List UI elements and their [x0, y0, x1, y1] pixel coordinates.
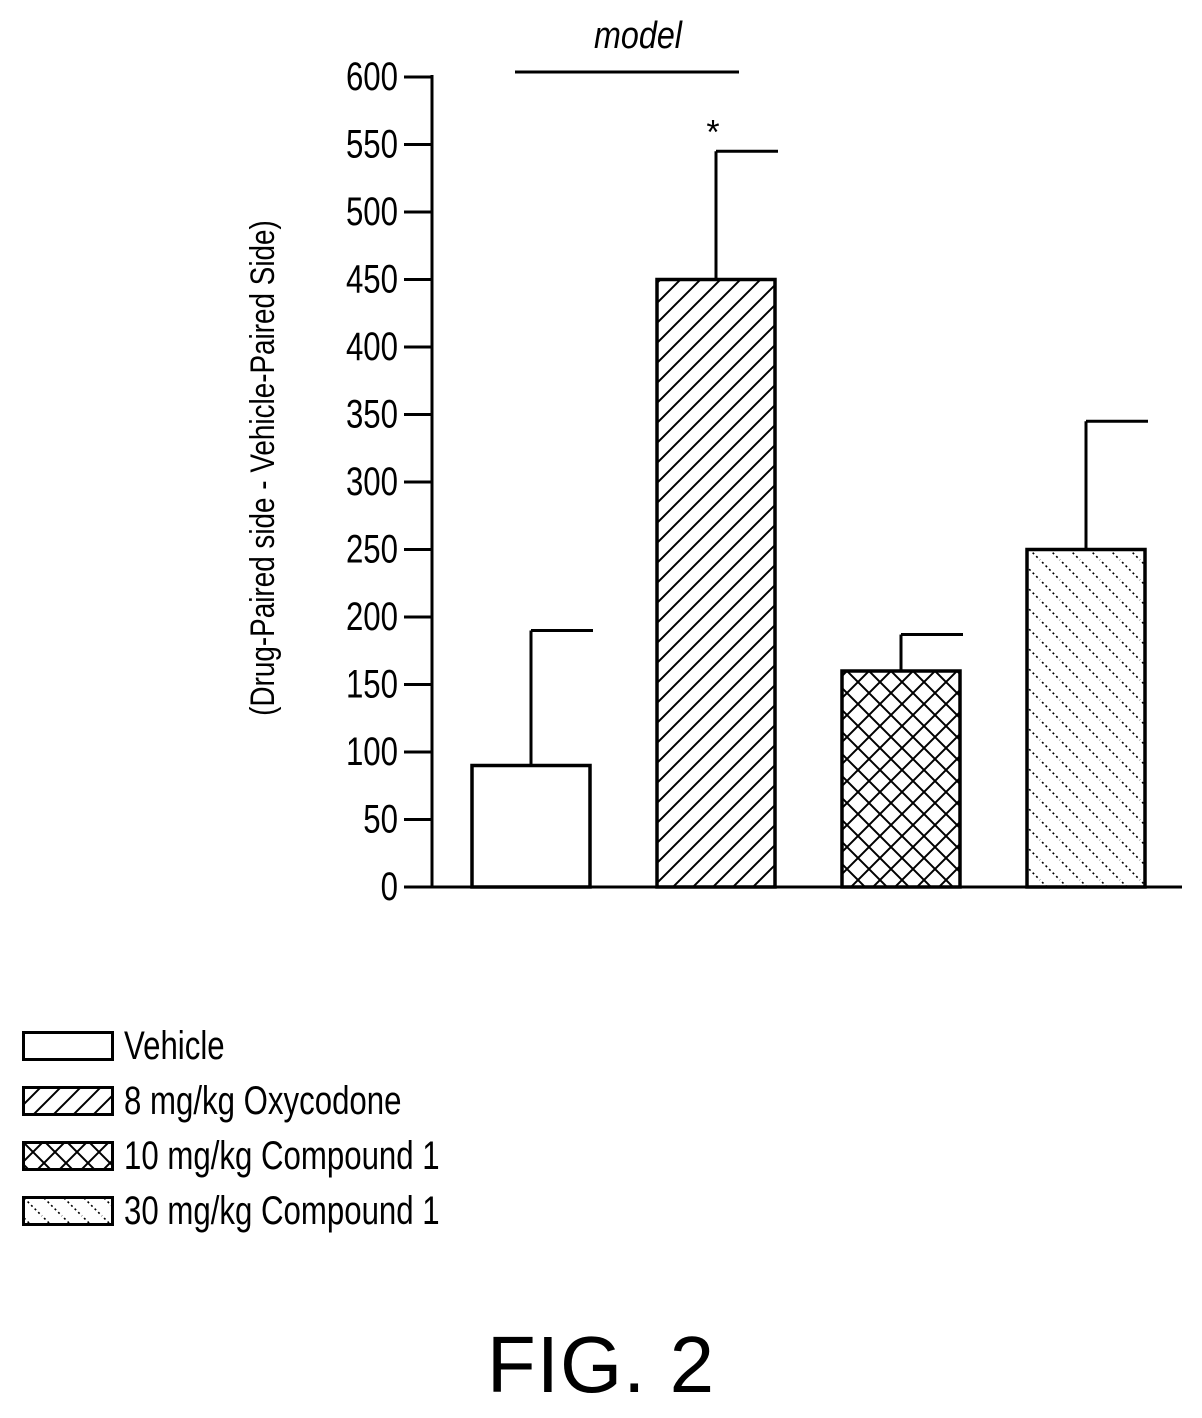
legend-swatch-compound1-10: [22, 1140, 114, 1171]
legend-label-vehicle: Vehicle: [124, 1023, 225, 1068]
bar: [840, 669, 962, 889]
legend-label-oxycodone: 8 mg/kg Oxycodone: [124, 1078, 402, 1123]
y-axis-label: (Drug-Paired side - Vehicle-Paired Side): [243, 220, 281, 716]
y-tick-label: 500: [346, 189, 398, 234]
y-tick-label: 100: [346, 729, 398, 774]
y-tick-label: 450: [346, 257, 398, 302]
bar: [1025, 547, 1147, 889]
y-tick-label: 200: [346, 594, 398, 639]
legend-item-vehicle: Vehicle: [22, 1018, 529, 1073]
legend-swatch-compound1-30: [22, 1195, 114, 1226]
legend-item-oxycodone: 8 mg/kg Oxycodone: [22, 1073, 529, 1128]
legend-item-compound1-10: 10 mg/kg Compound 1: [22, 1128, 529, 1183]
y-tick-label: 300: [346, 459, 398, 504]
legend-label-compound1-10: 10 mg/kg Compound 1: [124, 1133, 440, 1178]
figure-label: FIG. 2: [486, 1320, 716, 1409]
significance-star: *: [706, 113, 719, 151]
y-tick-label: 400: [346, 324, 398, 369]
legend-label-compound1-30: 30 mg/kg Compound 1: [124, 1188, 440, 1233]
bar: [655, 277, 777, 889]
legend-item-compound1-30: 30 mg/kg Compound 1: [22, 1183, 529, 1238]
bars: [470, 149, 1148, 889]
model-bracket-label: model: [594, 15, 683, 57]
bar: [470, 763, 592, 889]
y-tick-label: 0: [381, 864, 398, 909]
legend-swatch-oxycodone: [22, 1085, 114, 1116]
y-tick-label: 350: [346, 392, 398, 437]
y-tick-label: 50: [363, 797, 398, 842]
y-tick-label: 600: [346, 54, 398, 99]
legend-swatch-vehicle: [22, 1030, 114, 1061]
axes: 0 50 100 150 200 250 300 350 400 450 500 550 600: [346, 54, 1182, 909]
legend: Vehicle 8 mg/kg Oxycodone 10 mg/kg Compo…: [22, 1018, 529, 1238]
y-tick-label: 150: [346, 662, 398, 707]
annotations: *: [515, 70, 739, 151]
y-tick-label: 550: [346, 122, 398, 167]
y-tick-label: 250: [346, 527, 398, 572]
